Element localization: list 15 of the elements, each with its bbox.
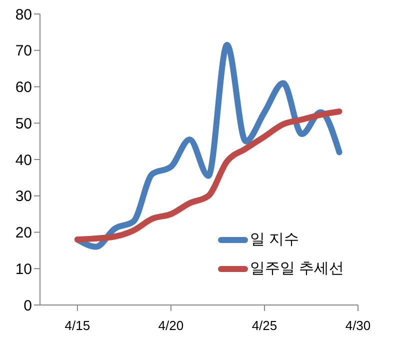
legend-label: 일주일 추세선	[250, 259, 344, 278]
y-tick-label: 60	[15, 79, 32, 96]
x-tick-label: 4/15	[64, 318, 90, 334]
x-tick-label: 4/30	[345, 318, 371, 334]
y-tick-label: 70	[15, 42, 32, 60]
legend-label: 일 지수	[250, 230, 300, 249]
x-tick-label: 4/20	[158, 318, 184, 334]
y-tick-label: 40	[15, 152, 32, 169]
y-tick-label: 10	[15, 260, 32, 278]
y-tick-label: 30	[15, 188, 32, 206]
y-tick-label: 80	[15, 6, 32, 24]
x-tick-label: 4/25	[252, 318, 278, 334]
y-tick-label: 20	[15, 224, 32, 242]
y-tick-label: 50	[15, 115, 32, 132]
y-tick-label: 0	[24, 297, 32, 314]
